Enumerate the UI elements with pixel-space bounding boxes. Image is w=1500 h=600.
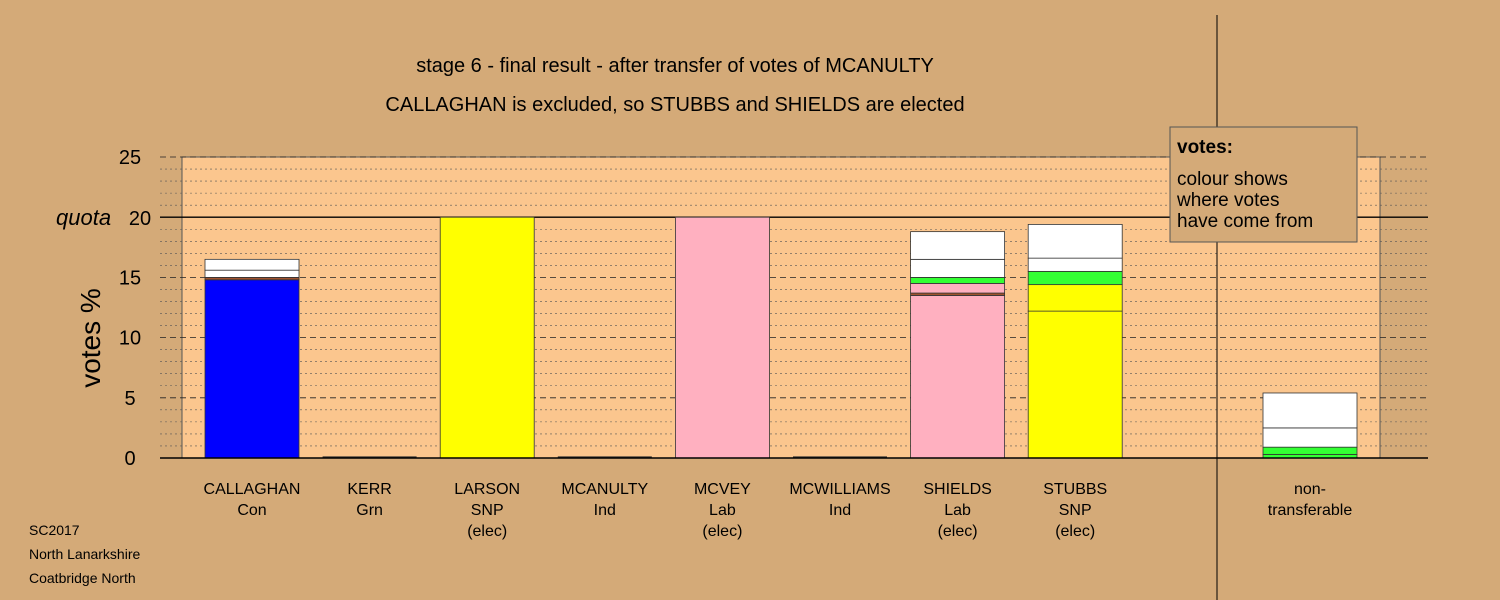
category-label: MCVEY bbox=[694, 481, 751, 498]
y-tick-label: 15 bbox=[119, 267, 141, 289]
category-label: Grn bbox=[356, 502, 383, 519]
bar-stacks bbox=[204, 216, 1358, 459]
footer-election: SC2017 bbox=[29, 522, 80, 538]
bar-segment bbox=[910, 258, 1005, 278]
bar-segment bbox=[1262, 446, 1358, 455]
y-tick-labels: 0 5 10 15 20 25 bbox=[119, 147, 151, 470]
category-label: MCANULTY bbox=[561, 481, 648, 498]
legend-line-2: where votes bbox=[1176, 190, 1279, 211]
legend-line-1: colour shows bbox=[1177, 169, 1288, 190]
legend: votes: colour shows where votes have com… bbox=[1169, 126, 1358, 243]
category-label: Con bbox=[237, 502, 266, 519]
category-label: MCWILLIAMS bbox=[789, 481, 890, 498]
chart-subtitle: CALLAGHAN is excluded, so STUBBS and SHI… bbox=[385, 94, 964, 116]
category-label: (elec) bbox=[467, 523, 507, 540]
category-label: Ind bbox=[829, 502, 851, 519]
bar-segment bbox=[675, 216, 770, 459]
bar-segment bbox=[1027, 310, 1123, 459]
quota-label: quota bbox=[56, 205, 111, 230]
category-label: (elec) bbox=[1055, 523, 1095, 540]
category-label: non- bbox=[1294, 481, 1326, 498]
category-label: LARSON bbox=[454, 481, 520, 498]
bar-segment bbox=[204, 279, 300, 459]
y-tick-label: 10 bbox=[119, 328, 141, 350]
y-tick-label: 5 bbox=[124, 388, 135, 410]
category-label: SNP bbox=[471, 502, 504, 519]
category-label: (elec) bbox=[938, 523, 978, 540]
category-label: CALLAGHAN bbox=[204, 481, 301, 498]
chart-title: stage 6 - final result - after transfer … bbox=[416, 55, 934, 77]
bar-segment bbox=[910, 276, 1005, 284]
legend-heading: votes: bbox=[1177, 137, 1233, 158]
category-label: STUBBS bbox=[1043, 481, 1107, 498]
bar-segment bbox=[910, 295, 1005, 459]
bar-segment bbox=[1027, 284, 1123, 312]
y-tick-label: 25 bbox=[119, 147, 141, 169]
bar-segment bbox=[1262, 392, 1358, 429]
bar-segment bbox=[1027, 270, 1123, 286]
category-label: transferable bbox=[1268, 502, 1353, 519]
bar-segment bbox=[1027, 257, 1123, 272]
category-label: Ind bbox=[594, 502, 616, 519]
y-tick-label: 20 bbox=[129, 208, 151, 230]
category-label: SNP bbox=[1059, 502, 1092, 519]
category-label: (elec) bbox=[702, 523, 742, 540]
bar-segment bbox=[439, 216, 535, 459]
legend-box bbox=[1169, 126, 1358, 243]
category-label: Lab bbox=[709, 502, 736, 519]
bar-segment bbox=[1027, 224, 1123, 259]
footer-council: North Lanarkshire bbox=[29, 546, 140, 562]
bar-segment bbox=[910, 283, 1005, 294]
legend-line-3: have come from bbox=[1177, 211, 1313, 232]
y-tick-label: 0 bbox=[124, 448, 135, 470]
bar-segment bbox=[204, 258, 300, 271]
category-label: SHIELDS bbox=[923, 481, 991, 498]
category-label: KERR bbox=[347, 481, 391, 498]
bar-segment bbox=[910, 231, 1005, 260]
category-labels: CALLAGHAN Con KERR Grn LARSON SNP (elec) MCANUL… bbox=[204, 481, 1353, 540]
footer-ward: Coatbridge North bbox=[29, 570, 136, 586]
category-label: Lab bbox=[944, 502, 971, 519]
bar-segment bbox=[204, 269, 300, 278]
bar-segment bbox=[1262, 427, 1358, 448]
y-axis-label: votes % bbox=[75, 288, 106, 388]
